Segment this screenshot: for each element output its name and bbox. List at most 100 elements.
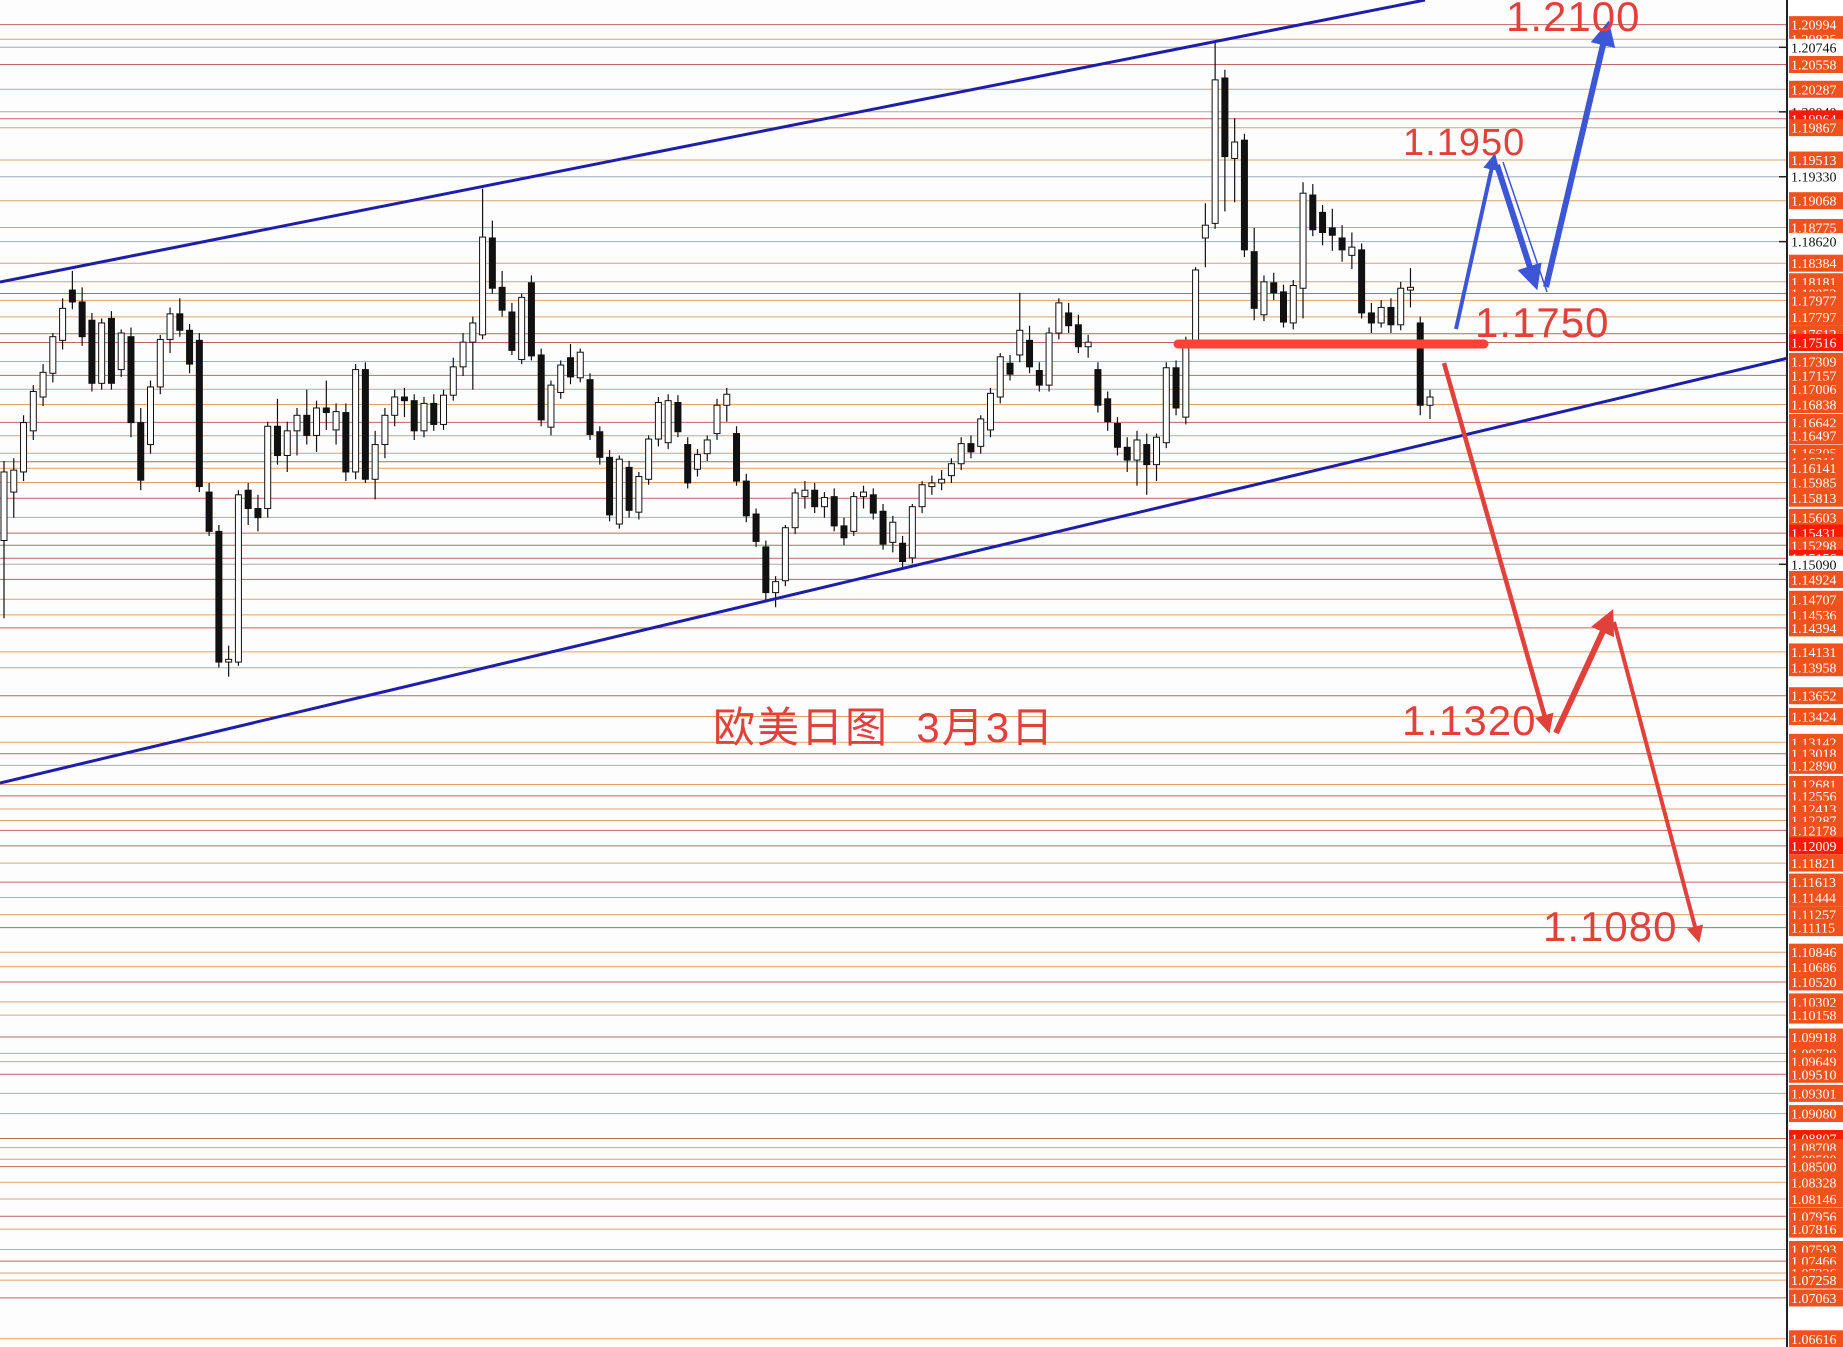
candle-body — [1319, 211, 1327, 233]
candle-body — [371, 444, 379, 480]
price-scale-label: 1.08146 — [1791, 1193, 1837, 1208]
candle-body — [899, 542, 907, 563]
candle-body — [459, 341, 467, 368]
chart-title: 欧美日图 3月3日 — [713, 704, 1056, 751]
price-label-bg — [1789, 168, 1843, 186]
candle-body — [1279, 291, 1287, 323]
candle-body — [342, 412, 350, 473]
price-label-bg — [1789, 1220, 1843, 1238]
price-scale-label: 1.10846 — [1791, 946, 1837, 961]
bullish-projection-arrow — [1543, 20, 1616, 288]
candle-body — [1201, 224, 1209, 239]
price-scale-label: 1.15603 — [1791, 511, 1837, 526]
price-label-bg — [1789, 413, 1843, 431]
swing-high-label: 1.1950 — [1403, 122, 1526, 164]
candle-body — [615, 458, 623, 525]
candle-body — [625, 466, 633, 511]
candle-body — [1426, 396, 1434, 406]
candle-body — [645, 438, 653, 480]
price-scale-label: 1.07258 — [1791, 1274, 1837, 1289]
candle-body — [674, 401, 682, 433]
candle-body — [10, 469, 18, 493]
candle-body — [430, 402, 438, 425]
price-label-bg — [1789, 352, 1843, 370]
candle-body — [215, 530, 223, 663]
candle-body — [303, 414, 311, 436]
price-label-bg — [1789, 459, 1843, 477]
price-scale-label: 1.12178 — [1791, 824, 1837, 839]
candle-body — [1133, 439, 1141, 461]
candle-body — [1416, 322, 1424, 406]
candle-body — [195, 339, 203, 488]
candle-body — [254, 508, 262, 519]
candle-body — [635, 476, 643, 513]
price-scale-label: 1.14394 — [1791, 622, 1837, 637]
price-label-bg — [1789, 873, 1843, 891]
price-scale-label: 1.12009 — [1791, 840, 1837, 855]
price-label-bg — [1789, 308, 1843, 326]
candle-body — [98, 322, 106, 384]
price-scale-label: 1.09080 — [1791, 1108, 1837, 1123]
candle-body — [1104, 398, 1112, 423]
price-label-bg — [1789, 708, 1843, 726]
price-scale-label: 1.20746 — [1791, 41, 1837, 56]
price-label-bg — [1789, 1173, 1843, 1191]
price-label-bg — [1789, 334, 1843, 352]
price-label-bg — [1789, 958, 1843, 976]
candle-body — [469, 322, 477, 343]
price-scale-label: 1.10520 — [1791, 976, 1837, 991]
candle-body — [381, 414, 389, 446]
price-label-bg — [1789, 1158, 1843, 1176]
support-level-label: 1.1750 — [1475, 299, 1610, 346]
candle-body — [830, 496, 838, 527]
candle-body — [322, 407, 330, 414]
candle-body — [967, 443, 975, 453]
candle-body — [283, 430, 291, 457]
price-label-bg — [1789, 396, 1843, 414]
price-label-bg — [1789, 837, 1843, 855]
price-label-bg — [1789, 1105, 1843, 1123]
price-label-bg — [1789, 889, 1843, 907]
price-label-bg — [1789, 1065, 1843, 1083]
candle-body — [772, 581, 780, 594]
price-target-up-label: 1.2100 — [1506, 0, 1641, 40]
candle-body — [176, 313, 184, 331]
price-label-bg — [1789, 218, 1843, 236]
candle-body — [59, 307, 67, 341]
candle-body — [742, 480, 750, 517]
candle-body — [1153, 436, 1161, 466]
candle-body — [537, 354, 545, 421]
price-scale-label: 1.08500 — [1791, 1161, 1837, 1176]
candle-body — [664, 400, 672, 444]
price-label-bg — [1789, 906, 1843, 924]
price-label-bg — [1789, 854, 1843, 872]
price-scale-label: 1.16838 — [1791, 399, 1837, 414]
price-scale-label: 1.17516 — [1791, 337, 1837, 352]
candle-body — [391, 396, 399, 416]
price-label-bg — [1789, 1084, 1843, 1102]
price-scale-label: 1.17006 — [1791, 383, 1837, 398]
candle-body — [1231, 141, 1239, 159]
candle-body — [186, 329, 194, 365]
price-label-bg — [1789, 119, 1843, 137]
candle-body — [361, 369, 369, 480]
price-label-bg — [1789, 919, 1843, 937]
candle-body — [449, 366, 457, 396]
candle-body — [733, 433, 741, 482]
candle-body — [508, 311, 516, 351]
bearish-projection-arrow — [1441, 362, 1554, 734]
bullish-projection-arrow — [1502, 161, 1548, 293]
price-label-bg — [1789, 590, 1843, 608]
candle-body — [205, 491, 213, 532]
candle-body — [840, 525, 848, 539]
candle-body — [801, 489, 809, 498]
candle-body — [518, 296, 526, 361]
candle-body — [820, 497, 828, 508]
candle-body — [908, 506, 916, 559]
candle-body — [39, 371, 47, 398]
price-scale-label: 1.17157 — [1791, 369, 1837, 384]
price-scale-label: 1.11821 — [1791, 857, 1836, 872]
price-scale-label: 1.15090 — [1791, 558, 1837, 573]
